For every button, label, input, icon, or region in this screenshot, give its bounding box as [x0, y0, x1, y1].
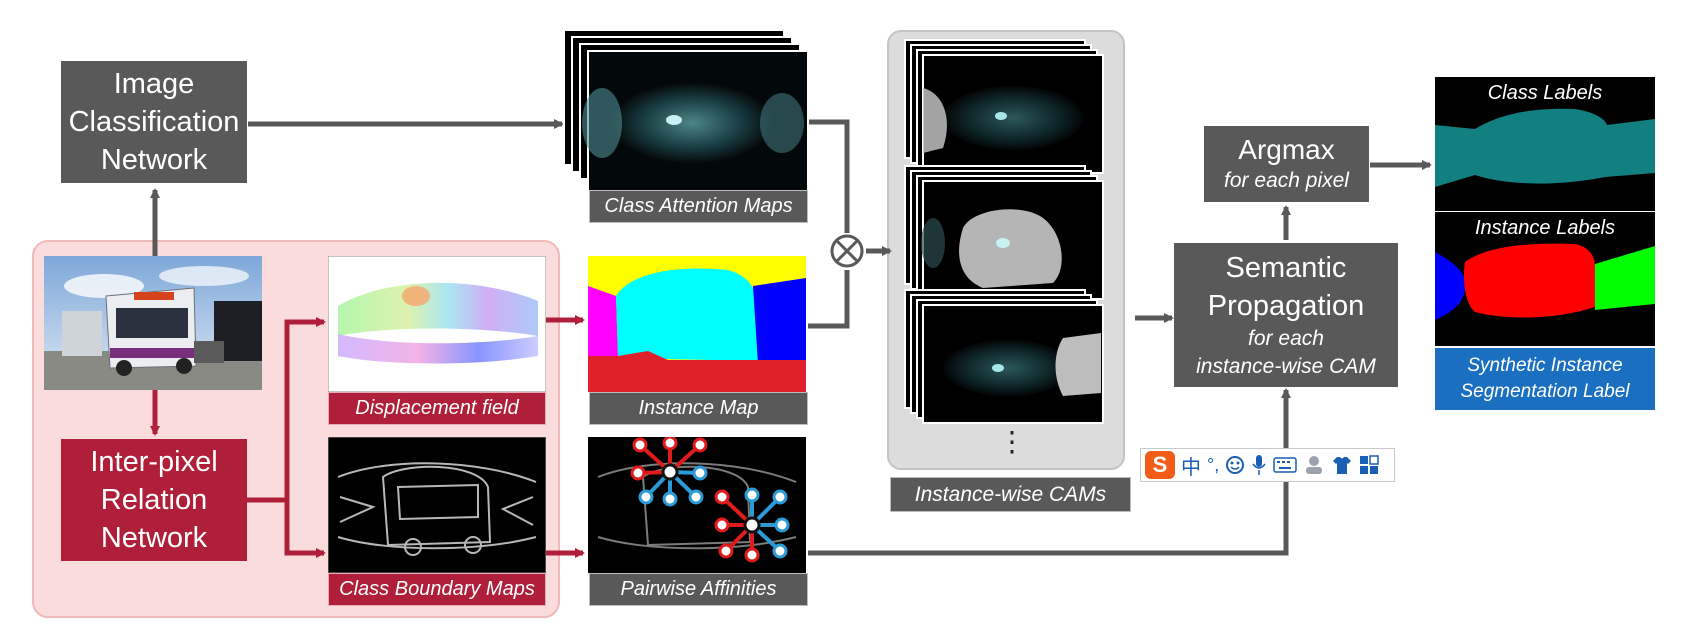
ime-toolbar[interactable]: S 中 °, [1140, 448, 1395, 482]
ipr-line-1: Inter-pixel [90, 446, 218, 478]
input-image [44, 256, 262, 390]
cls-line-1: Image [113, 68, 195, 100]
affinity-node-1 [630, 437, 708, 507]
image-classification-block: Image Classification Network [61, 61, 247, 183]
synthetic-line-1: Synthetic Instance [1467, 355, 1623, 376]
argmax-block: Argmax for each pixel [1204, 126, 1369, 202]
cls-line-2: Classification [68, 106, 240, 138]
instance-labels-image [1435, 212, 1655, 346]
shirt-icon[interactable] [1331, 454, 1353, 476]
user-icon[interactable] [1303, 454, 1325, 476]
instance-cam-3 [904, 289, 1104, 424]
sem-line-2: Propagation [1207, 290, 1365, 322]
argmax-sub: for each pixel [1224, 169, 1349, 192]
affinity-node-2 [714, 487, 790, 563]
instance-cam-1 [904, 39, 1104, 174]
arrow-ipr-to-disp [245, 317, 326, 503]
microphone-icon[interactable] [1251, 454, 1267, 476]
arrow-aff-to-semantic [808, 388, 1291, 556]
argmax-title: Argmax [1238, 134, 1335, 165]
sogou-logo-icon[interactable]: S [1145, 451, 1175, 479]
sem-line-1: Semantic [1225, 252, 1347, 284]
language-toggle[interactable]: 中 [1181, 456, 1201, 479]
class-labels-image [1435, 77, 1655, 211]
instance-cams-stack [904, 39, 1104, 424]
punctuation-toggle[interactable]: °, [1207, 454, 1220, 475]
class-labels-title: Class Labels [1487, 82, 1603, 104]
semantic-propagation-block: Semantic Propagation for each instance-w… [1174, 243, 1398, 387]
class-attention-stack [563, 29, 809, 195]
caption-instance-cams: Instance-wise CAMs [890, 477, 1131, 512]
pairwise-affinities [588, 437, 806, 573]
multiply-icon [830, 234, 864, 268]
caption-pairwise: Pairwise Affinities [589, 573, 808, 606]
caption-instance-map: Instance Map [589, 392, 808, 425]
arrow-ipr-to-boundary [284, 500, 326, 558]
line-cam-to-mult [808, 119, 850, 233]
grid-icon[interactable] [1359, 455, 1379, 475]
sem-sub-1: for each [1248, 327, 1324, 350]
line-instmap-to-mult [808, 270, 850, 329]
caption-class-boundary: Class Boundary Maps [328, 573, 546, 606]
inter-pixel-block: Inter-pixel Relation Network [61, 439, 247, 561]
synthetic-label-box: Synthetic Instance Segmentation Label [1435, 348, 1655, 410]
instance-map [588, 256, 806, 392]
sem-sub-2: instance-wise CAM [1196, 355, 1376, 378]
ipr-line-3: Network [100, 522, 208, 554]
keyboard-icon[interactable] [1273, 456, 1297, 474]
caption-class-attention: Class Attention Maps [589, 190, 808, 223]
synthetic-line-2: Segmentation Label [1460, 381, 1630, 402]
emoji-icon[interactable] [1225, 455, 1245, 475]
caption-displacement: Displacement field [328, 392, 546, 425]
ipr-line-2: Relation [100, 484, 208, 516]
instance-labels-title: Instance Labels [1474, 217, 1616, 239]
displacement-field [328, 256, 546, 392]
instance-cam-2 [904, 165, 1104, 300]
class-boundary-map [328, 437, 546, 573]
cls-line-3: Network [100, 144, 208, 176]
ellipsis: ⋮ [998, 426, 1026, 457]
